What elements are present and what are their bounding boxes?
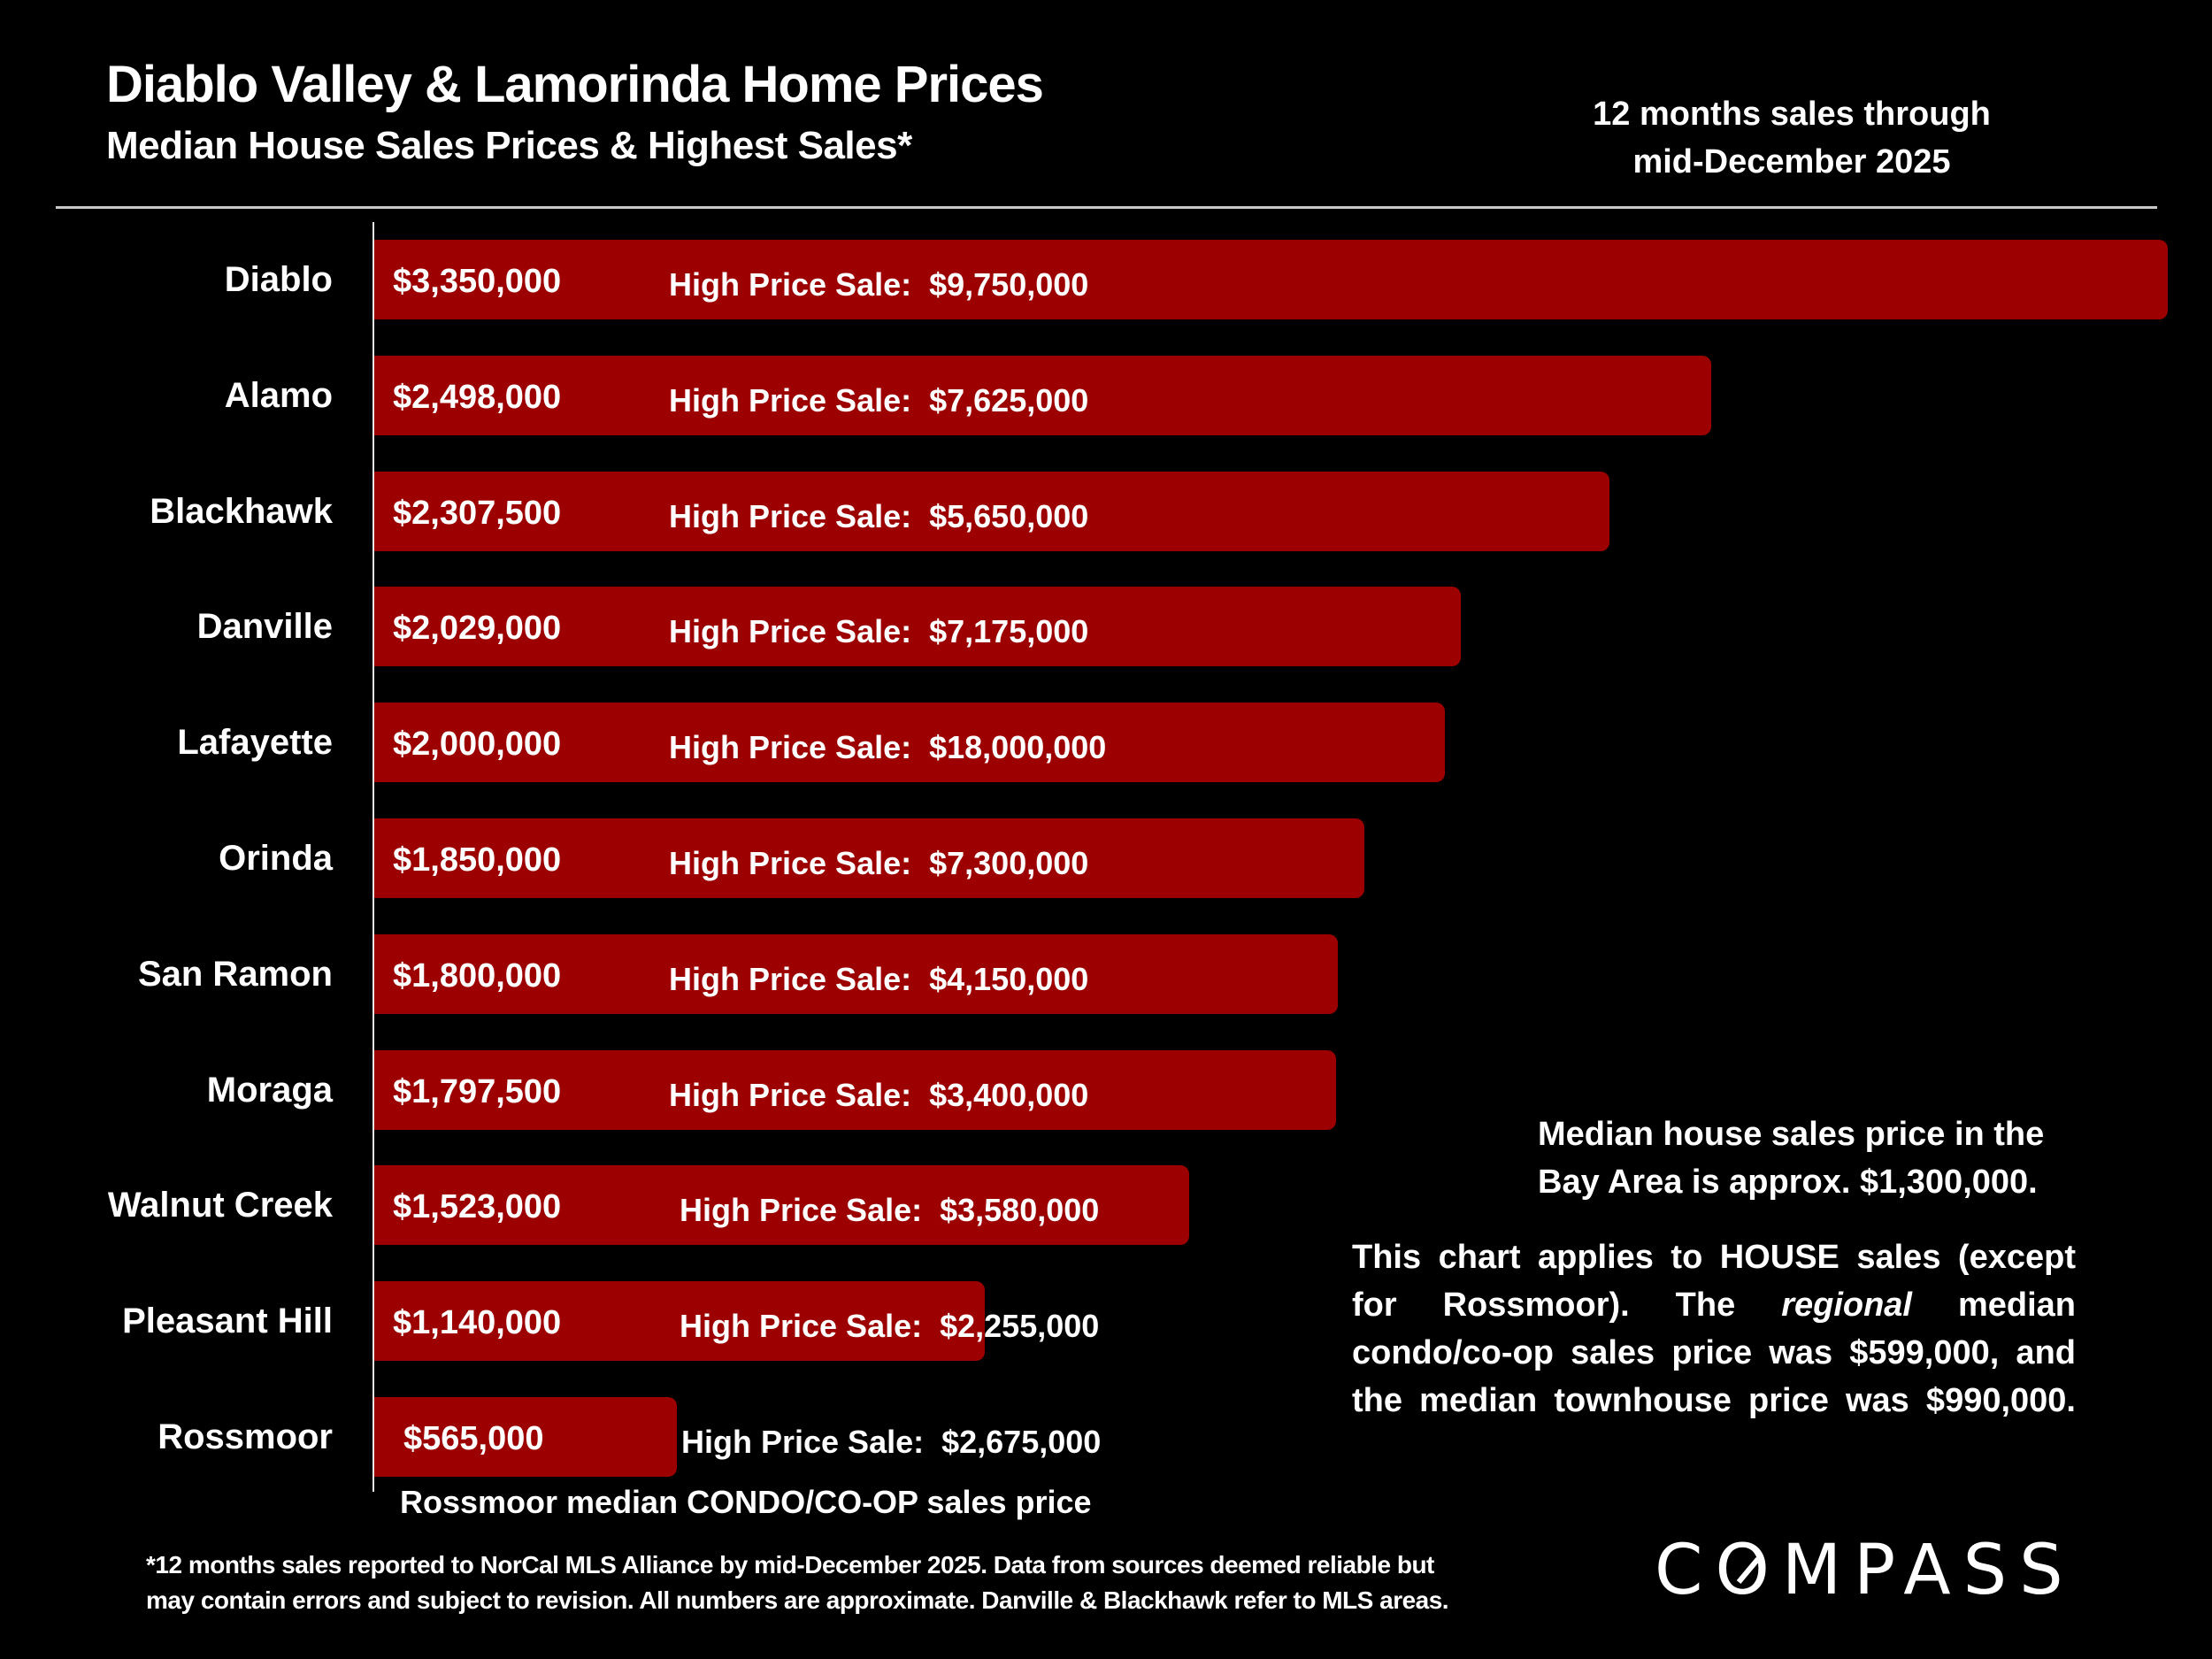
high-sale-prefix: High Price Sale: xyxy=(669,1076,912,1113)
house-note-text: median xyxy=(1957,1286,2076,1324)
bar-pleasant-hill xyxy=(374,1281,985,1362)
bay-area-note-line-2: Bay Area is approx. $1,300,000. xyxy=(1538,1164,2038,1201)
high-sale-value: $3,400,000 xyxy=(929,1076,1089,1113)
median-value-label: $1,140,000 xyxy=(393,1304,562,1342)
bay-area-note: Median house sales price in the Bay Area… xyxy=(1538,1110,2078,1206)
rossmoor-annotation: Rossmoor median CONDO/CO-OP sales price xyxy=(400,1484,1092,1520)
category-label: Blackhawk xyxy=(150,491,333,531)
high-sale-label: High Price Sale: $18,000,000 xyxy=(669,708,1106,787)
median-value-label: $1,850,000 xyxy=(393,841,562,879)
bar-alamo xyxy=(374,355,1712,435)
category-label: Rossmoor xyxy=(157,1417,333,1456)
high-sale-value: $9,750,000 xyxy=(929,266,1089,303)
high-sale-value: $4,150,000 xyxy=(929,960,1089,997)
footnote-line-1: *12 months sales reported to NorCal MLS … xyxy=(146,1551,1434,1578)
high-sale-label: High Price Sale: $7,625,000 xyxy=(669,361,1088,441)
high-sale-prefix: High Price Sale: xyxy=(681,1424,925,1460)
high-sale-prefix: High Price Sale: xyxy=(669,960,912,997)
category-label: Alamo xyxy=(224,375,333,415)
high-sale-value: $7,625,000 xyxy=(929,381,1089,419)
high-sale-value: $2,255,000 xyxy=(940,1308,1100,1345)
median-value-label: $2,029,000 xyxy=(393,610,562,648)
house-note-emphasis: regional xyxy=(1781,1286,1912,1324)
median-value-label: $1,523,000 xyxy=(393,1188,562,1226)
high-sale-value: $7,175,000 xyxy=(929,613,1089,650)
median-value-label: $1,800,000 xyxy=(393,956,562,995)
high-sale-value: $7,300,000 xyxy=(929,845,1089,881)
logo-compass-o-icon: O xyxy=(1715,1531,1782,1610)
bar-moraga xyxy=(374,1049,1337,1130)
high-sale-label: High Price Sale: $7,175,000 xyxy=(669,592,1088,672)
high-sale-prefix: High Price Sale: xyxy=(669,381,912,419)
house-note-text: for Rossmoor). The xyxy=(1352,1286,1736,1324)
high-sale-label: High Price Sale: $3,400,000 xyxy=(669,1056,1088,1135)
high-sale-prefix: High Price Sale: xyxy=(669,729,912,766)
y-axis-line xyxy=(373,222,374,1492)
category-label: San Ramon xyxy=(137,954,333,994)
median-value-label: $565,000 xyxy=(403,1420,544,1457)
compass-logo: COMPASS xyxy=(1655,1531,2076,1610)
header-divider xyxy=(56,206,2157,209)
high-sale-label: High Price Sale: $9,750,000 xyxy=(669,245,1088,325)
category-label: Moraga xyxy=(206,1070,333,1110)
category-label: Pleasant Hill xyxy=(122,1302,333,1341)
high-sale-prefix: High Price Sale: xyxy=(669,266,912,303)
high-sale-prefix: High Price Sale: xyxy=(669,845,912,881)
high-sale-prefix: High Price Sale: xyxy=(669,497,912,534)
median-value-label: $1,797,500 xyxy=(393,1072,562,1110)
bar-danville xyxy=(374,587,1461,667)
chart-title: Diablo Valley & Lamorinda Home Prices xyxy=(106,56,1044,113)
house-note-line-4: the median townhouse price was $990,000. xyxy=(1352,1382,2076,1419)
median-value-label: $2,307,500 xyxy=(393,494,562,532)
bar-san-ramon xyxy=(374,933,1338,1014)
category-label: Diablo xyxy=(224,260,333,299)
bar-rossmoor xyxy=(374,1397,677,1477)
high-sale-value: $5,650,000 xyxy=(929,497,1089,534)
high-sale-value: $2,675,000 xyxy=(941,1424,1102,1460)
high-sale-prefix: High Price Sale: xyxy=(669,613,912,650)
high-sale-value: $3,580,000 xyxy=(940,1192,1100,1229)
high-sale-label: High Price Sale: $2,255,000 xyxy=(680,1286,1099,1366)
high-sale-label: High Price Sale: $5,650,000 xyxy=(669,477,1088,557)
logo-letters: MPASS xyxy=(1781,1531,2076,1610)
bar-orinda xyxy=(374,818,1365,898)
period-line-1: 12 months sales through xyxy=(1593,96,1991,133)
median-value-label: $2,000,000 xyxy=(393,726,562,764)
house-sales-note: This chart applies to HOUSE sales (excep… xyxy=(1352,1233,2076,1425)
high-sale-label: High Price Sale: $2,675,000 xyxy=(681,1402,1101,1482)
category-label: Danville xyxy=(196,607,333,647)
median-value-label: $3,350,000 xyxy=(393,263,562,300)
high-sale-prefix: High Price Sale: xyxy=(680,1192,923,1229)
high-sale-label: High Price Sale: $7,300,000 xyxy=(669,824,1088,903)
category-label: Orinda xyxy=(219,839,333,878)
house-note-line-3: condo/co-op sales price was $599,000, an… xyxy=(1352,1334,2076,1371)
bar-lafayette xyxy=(374,703,1445,783)
house-note-line-1: This chart applies to HOUSE sales (excep… xyxy=(1352,1239,2076,1276)
category-label: Walnut Creek xyxy=(107,1186,333,1225)
high-sale-label: High Price Sale: $4,150,000 xyxy=(669,940,1088,1019)
logo-letter: C xyxy=(1655,1531,1716,1610)
house-note-line-2: for Rossmoor). The regional median xyxy=(1352,1281,2076,1329)
bay-area-note-line-1: Median house sales price in the xyxy=(1538,1116,2045,1153)
chart-subtitle: Median House Sales Prices & Highest Sale… xyxy=(106,124,912,167)
median-value-label: $2,498,000 xyxy=(393,378,562,416)
period-label: 12 months sales through mid-December 202… xyxy=(1544,90,2039,186)
footnote: *12 months sales reported to NorCal MLS … xyxy=(146,1548,1632,1618)
bar-walnut-creek xyxy=(374,1165,1190,1246)
period-line-2: mid-December 2025 xyxy=(1632,143,1951,180)
high-sale-value: $18,000,000 xyxy=(929,729,1107,766)
high-sale-label: High Price Sale: $3,580,000 xyxy=(680,1171,1099,1250)
high-sale-prefix: High Price Sale: xyxy=(680,1308,923,1345)
bar-blackhawk xyxy=(374,471,1610,551)
bar-diablo xyxy=(374,240,2168,319)
footnote-line-2: may contain errors and subject to revisi… xyxy=(146,1586,1449,1614)
category-label: Lafayette xyxy=(177,723,333,763)
